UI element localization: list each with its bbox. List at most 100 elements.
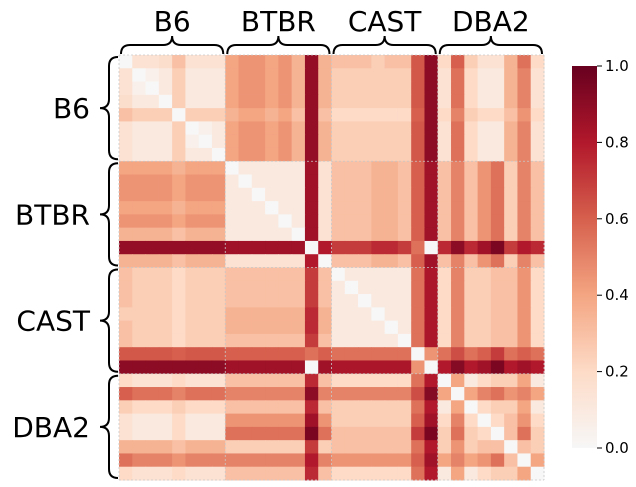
heatmap-cell bbox=[517, 147, 532, 162]
heatmap-cell bbox=[172, 187, 186, 202]
heatmap-cell bbox=[530, 267, 545, 282]
heatmap-cell bbox=[397, 347, 412, 361]
heatmap-cell bbox=[371, 108, 386, 122]
heatmap-cell bbox=[158, 201, 173, 215]
heatmap-cell bbox=[238, 94, 253, 109]
heatmap-cell bbox=[504, 360, 518, 375]
heatmap-cell bbox=[344, 360, 359, 375]
group-bracket-top bbox=[332, 35, 437, 55]
heatmap-cell bbox=[411, 453, 425, 468]
heatmap-cell bbox=[119, 55, 133, 69]
group-bracket-left bbox=[99, 374, 119, 479]
heatmap-cell bbox=[172, 147, 186, 162]
heatmap-cell bbox=[331, 68, 346, 83]
heatmap-cell bbox=[119, 320, 133, 335]
heatmap-cell bbox=[132, 347, 147, 361]
heatmap-cell bbox=[172, 347, 186, 361]
heatmap-cell bbox=[451, 94, 465, 109]
heatmap-cell bbox=[291, 187, 306, 202]
heatmap-cell bbox=[185, 81, 200, 96]
heatmap-cell bbox=[344, 347, 359, 361]
heatmap-cell bbox=[424, 466, 439, 481]
heatmap-cell bbox=[424, 214, 439, 229]
heatmap-cell bbox=[172, 121, 186, 136]
heatmap-cell bbox=[185, 121, 200, 136]
heatmap-cell bbox=[185, 466, 200, 481]
heatmap-cell bbox=[358, 466, 372, 481]
heatmap-cell bbox=[344, 280, 359, 295]
heatmap-cell bbox=[358, 161, 372, 176]
heatmap-cell bbox=[331, 333, 346, 348]
group-label-left: B6 bbox=[53, 92, 90, 125]
heatmap-cell bbox=[238, 267, 253, 282]
heatmap-cell bbox=[358, 426, 372, 441]
heatmap-cell bbox=[251, 453, 266, 468]
heatmap-cell bbox=[344, 426, 359, 441]
heatmap-cell bbox=[517, 81, 532, 96]
heatmap-cell bbox=[198, 294, 213, 308]
heatmap-cell bbox=[371, 413, 386, 428]
heatmap-cell bbox=[384, 333, 399, 348]
heatmap-cell bbox=[424, 81, 439, 96]
heatmap-cell bbox=[490, 373, 505, 388]
heatmap-cell bbox=[172, 280, 186, 295]
heatmap-cell bbox=[304, 333, 319, 348]
heatmap-cell bbox=[384, 55, 399, 69]
heatmap-cell bbox=[384, 68, 399, 83]
heatmap-cell bbox=[265, 55, 279, 69]
heatmap-cell bbox=[504, 373, 518, 388]
heatmap-cell bbox=[464, 426, 479, 441]
heatmap-cell bbox=[304, 320, 319, 335]
heatmap-cell bbox=[477, 55, 492, 69]
heatmap-cell bbox=[384, 174, 399, 189]
heatmap-cell bbox=[172, 81, 186, 96]
heatmap-cell bbox=[318, 294, 332, 308]
heatmap-cell bbox=[384, 147, 399, 162]
heatmap-cell bbox=[371, 201, 386, 215]
heatmap-cell bbox=[318, 187, 332, 202]
heatmap-cell bbox=[358, 280, 372, 295]
heatmap-cell bbox=[331, 187, 346, 202]
heatmap-cell bbox=[517, 227, 532, 242]
heatmap-cell bbox=[331, 240, 346, 255]
heatmap-cell bbox=[411, 161, 425, 176]
colorbar-ticks: 0.0 0.2 0.4 0.6 0.8 1.0 bbox=[597, 57, 629, 457]
group-bracket-top bbox=[226, 35, 331, 55]
heatmap-cell bbox=[265, 373, 279, 388]
heatmap-cell bbox=[424, 240, 439, 255]
heatmap-cell bbox=[424, 400, 439, 415]
heatmap-cell bbox=[490, 453, 505, 468]
heatmap-cell bbox=[464, 373, 479, 388]
heatmap-cell bbox=[477, 400, 492, 415]
heatmap-cell bbox=[198, 240, 213, 255]
heatmap-cell bbox=[211, 333, 226, 348]
heatmap-cell bbox=[424, 440, 439, 454]
heatmap-cell bbox=[318, 121, 332, 136]
heatmap-cell bbox=[517, 466, 532, 481]
heatmap-cell bbox=[477, 280, 492, 295]
heatmap-cell bbox=[384, 413, 399, 428]
heatmap-cell bbox=[517, 254, 532, 268]
heatmap-cell bbox=[265, 201, 279, 215]
heatmap-cell bbox=[464, 440, 479, 454]
heatmap-cell bbox=[331, 413, 346, 428]
heatmap-cell bbox=[158, 280, 173, 295]
heatmap-cell bbox=[397, 147, 412, 162]
heatmap-cell bbox=[158, 68, 173, 83]
heatmap-cell bbox=[198, 161, 213, 176]
heatmap-cell bbox=[464, 307, 479, 322]
heatmap-cell bbox=[451, 426, 465, 441]
heatmap-cell bbox=[132, 280, 147, 295]
heatmap-cell bbox=[384, 280, 399, 295]
heatmap-cell bbox=[145, 294, 160, 308]
heatmap-cell bbox=[490, 267, 505, 282]
heatmap-cell bbox=[437, 280, 452, 295]
heatmap-cell bbox=[211, 147, 226, 162]
heatmap-cell bbox=[424, 134, 439, 149]
heatmap-cell bbox=[371, 333, 386, 348]
heatmap-cell bbox=[172, 294, 186, 308]
heatmap-cell bbox=[278, 307, 293, 322]
heatmap-cell bbox=[411, 68, 425, 83]
heatmap-cell bbox=[490, 94, 505, 109]
